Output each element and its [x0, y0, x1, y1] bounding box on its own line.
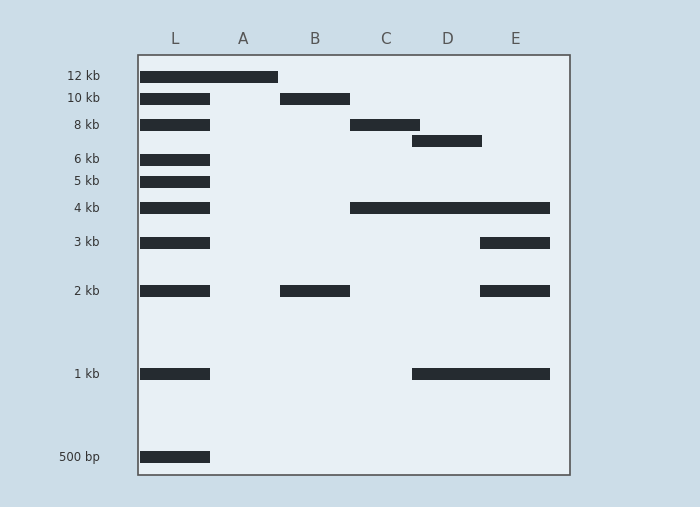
Bar [140, 71, 210, 83]
Bar [480, 237, 550, 249]
Text: 10 kb: 10 kb [67, 92, 100, 105]
Bar [140, 176, 210, 188]
Bar [140, 451, 210, 463]
Bar [208, 71, 278, 83]
Text: E: E [510, 32, 520, 48]
Bar [480, 368, 550, 380]
Text: 5 kb: 5 kb [74, 175, 100, 188]
Text: 1 kb: 1 kb [74, 368, 100, 381]
Bar [412, 135, 482, 148]
Text: B: B [309, 32, 321, 48]
Bar [140, 120, 210, 131]
Bar [412, 202, 482, 214]
Bar [280, 285, 350, 297]
Text: A: A [238, 32, 248, 48]
Bar [480, 285, 550, 297]
Bar [140, 285, 210, 297]
Text: 3 kb: 3 kb [74, 236, 100, 249]
Text: 12 kb: 12 kb [67, 70, 100, 84]
Bar [140, 237, 210, 249]
Bar [140, 93, 210, 105]
Text: C: C [379, 32, 391, 48]
Text: 8 kb: 8 kb [74, 119, 100, 132]
Text: D: D [441, 32, 453, 48]
Text: 4 kb: 4 kb [74, 202, 100, 215]
Bar [280, 93, 350, 105]
Bar [140, 202, 210, 214]
Bar [480, 202, 550, 214]
Bar [350, 120, 420, 131]
Text: 6 kb: 6 kb [74, 154, 100, 166]
Bar [350, 202, 420, 214]
Bar [140, 368, 210, 380]
Bar [138, 55, 570, 475]
Text: 2 kb: 2 kb [74, 285, 100, 298]
Text: L: L [171, 32, 179, 48]
Bar [412, 368, 482, 380]
Bar [140, 154, 210, 166]
Text: 500 bp: 500 bp [59, 451, 100, 463]
